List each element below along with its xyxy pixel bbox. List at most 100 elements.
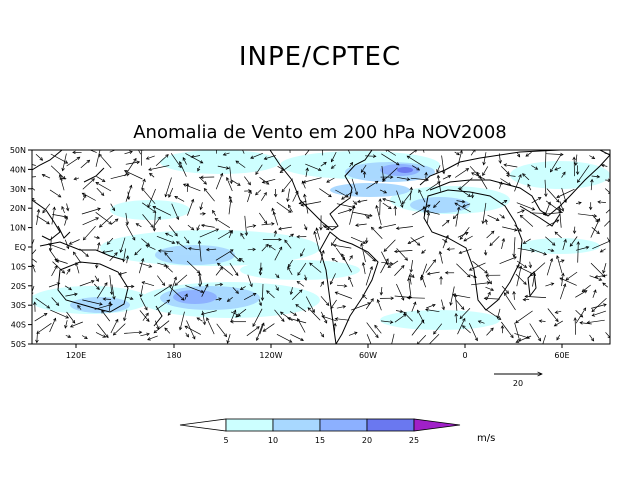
wind-vector-head bbox=[185, 333, 190, 338]
wind-vector bbox=[185, 332, 189, 338]
wind-vector bbox=[546, 188, 560, 203]
wind-vector-head bbox=[91, 280, 95, 284]
wind-vector bbox=[561, 187, 567, 203]
wind-vector bbox=[502, 226, 518, 231]
wind-vector bbox=[589, 155, 595, 159]
wind-vector bbox=[590, 218, 600, 238]
wind-vector-head bbox=[464, 232, 469, 236]
wind-vector-head bbox=[288, 339, 293, 343]
wind-vector bbox=[243, 293, 257, 301]
wind-vector-head bbox=[401, 297, 405, 301]
wind-vector-head bbox=[436, 169, 440, 173]
wind-vector-head bbox=[313, 230, 317, 235]
wind-vector bbox=[197, 165, 201, 172]
lat-axis: 50N 40N 30N 20N 10N EQ 10S 20S 30S 40S 5… bbox=[10, 146, 32, 349]
wind-vector-head bbox=[106, 241, 111, 245]
wind-vector-head bbox=[603, 303, 607, 307]
wind-vector-head bbox=[462, 204, 466, 208]
wind-vector-head bbox=[111, 207, 116, 212]
wind-vectors bbox=[26, 150, 610, 344]
wind-vector bbox=[483, 152, 487, 165]
wind-vector-head bbox=[495, 217, 500, 221]
wind-vector bbox=[442, 235, 449, 249]
wind-vector bbox=[274, 230, 277, 237]
wind-vector bbox=[36, 332, 38, 343]
wind-vector-head bbox=[328, 193, 332, 198]
wind-vector-head bbox=[348, 276, 352, 281]
wind-vector bbox=[240, 286, 246, 290]
wind-vector bbox=[101, 310, 111, 322]
wind-vector bbox=[240, 233, 245, 240]
wind-vector bbox=[363, 250, 376, 262]
wind-vector bbox=[559, 259, 565, 263]
wind-vector-head bbox=[164, 232, 169, 236]
wind-vector bbox=[352, 200, 357, 205]
wind-vector bbox=[559, 277, 577, 286]
wind-vector-head bbox=[26, 176, 29, 179]
wind-vector-head bbox=[250, 155, 254, 159]
wind-vector bbox=[136, 223, 142, 228]
wind-vector bbox=[226, 177, 233, 192]
wind-vector bbox=[82, 217, 99, 226]
wind-vector bbox=[321, 315, 337, 322]
wind-vector bbox=[604, 152, 610, 155]
wind-vector bbox=[64, 320, 68, 329]
wind-vector-head bbox=[321, 249, 325, 254]
wind-vector-head bbox=[279, 169, 284, 174]
wind-vector-head bbox=[198, 283, 202, 288]
wind-vector-head bbox=[370, 226, 375, 231]
wind-vector-head bbox=[69, 324, 74, 328]
wind-vector bbox=[396, 248, 408, 261]
wind-vector bbox=[179, 161, 187, 177]
wind-vector bbox=[103, 298, 112, 300]
lon-axis: 120E 180 120W 60W 0 60E bbox=[66, 344, 570, 360]
wind-vector bbox=[455, 168, 469, 178]
wind-vector-head bbox=[198, 272, 202, 277]
wind-vector-head bbox=[255, 337, 260, 341]
wind-vector bbox=[592, 240, 610, 250]
wind-vector-head bbox=[334, 317, 339, 321]
wind-vector bbox=[42, 203, 51, 214]
wind-vector-head bbox=[490, 230, 495, 235]
wind-vector-head bbox=[510, 334, 514, 339]
wind-vector bbox=[319, 331, 324, 338]
wind-vector-head bbox=[197, 167, 201, 172]
wind-vector-head bbox=[181, 297, 185, 301]
wind-vector-head bbox=[459, 236, 464, 240]
wind-vector bbox=[230, 179, 241, 186]
wind-vector-head bbox=[453, 293, 458, 298]
wind-vector-head bbox=[370, 298, 374, 302]
wind-vector-head bbox=[311, 309, 315, 313]
wind-vector bbox=[442, 175, 451, 180]
wind-vector-head bbox=[385, 150, 388, 152]
wind-vector-head bbox=[516, 265, 520, 269]
wind-vector bbox=[554, 167, 561, 171]
colorbar-segment bbox=[366, 418, 415, 432]
wind-vector bbox=[61, 206, 65, 214]
wind-vector-head bbox=[361, 262, 366, 266]
wind-vector-head bbox=[205, 247, 210, 252]
wind-vector-head bbox=[218, 297, 223, 301]
wind-vector-head bbox=[591, 308, 595, 313]
wind-vector-head bbox=[409, 269, 413, 273]
lat-label: 30N bbox=[10, 185, 26, 194]
wind-vector bbox=[34, 313, 48, 322]
wind-vector-head bbox=[95, 217, 100, 221]
wind-vector bbox=[421, 275, 427, 288]
colorbar-tick: 5 bbox=[223, 436, 228, 445]
wind-vector-head bbox=[420, 277, 424, 281]
wind-vector bbox=[379, 189, 387, 194]
wind-vector-head bbox=[266, 290, 270, 294]
wind-vector-head bbox=[261, 180, 266, 184]
wind-vector-head bbox=[300, 337, 304, 342]
wind-vector bbox=[602, 282, 609, 288]
wind-vector-head bbox=[133, 157, 137, 162]
wind-vector bbox=[142, 281, 155, 287]
wind-vector bbox=[188, 248, 200, 251]
wind-vector bbox=[499, 214, 505, 219]
wind-vector-head bbox=[389, 261, 394, 266]
wind-vector-head bbox=[96, 286, 100, 291]
wind-vector-head bbox=[459, 315, 464, 320]
wind-vector bbox=[36, 209, 40, 225]
wind-vector bbox=[489, 235, 500, 246]
